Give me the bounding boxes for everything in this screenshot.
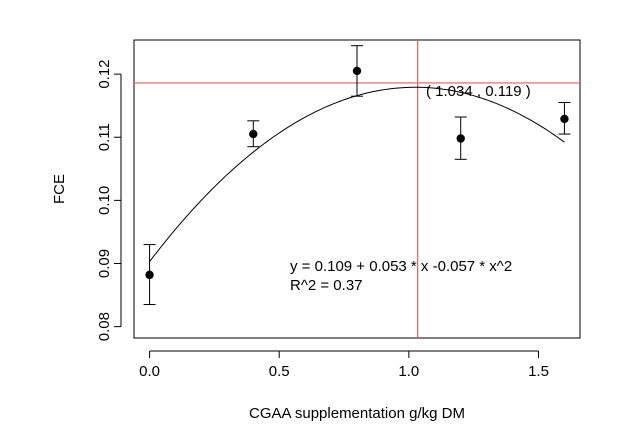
data-point: [145, 270, 154, 280]
plot-frame: [133, 39, 581, 339]
y-tick-label: 0.10: [96, 186, 113, 215]
equation-annotation: y = 0.109 + 0.053 * x -0.057 * x^2: [290, 258, 512, 275]
x-axis-title: CGAA supplementation g/kg DM: [249, 405, 465, 422]
x-tick-label: 1.0: [398, 363, 419, 380]
x-tick-label: 0.5: [269, 363, 290, 380]
fit-curve: [149, 86, 565, 262]
point-annotation: ( 1.034 , 0.119 ): [426, 83, 531, 100]
y-tick-label: 0.09: [96, 249, 113, 278]
data-point: [249, 129, 258, 139]
data-point: [560, 114, 569, 124]
y-axis-title: FCE: [51, 174, 68, 204]
y-tick-label: 0.12: [96, 59, 113, 88]
y-tick-label: 0.11: [96, 123, 113, 151]
y-tick-label: 0.08: [96, 312, 113, 341]
x-tick-label: 0.0: [139, 363, 160, 380]
data-point: [352, 66, 362, 76]
data-point: [456, 134, 465, 143]
data-points-group: [143, 45, 571, 306]
r-squared-annotation: R^2 = 0.37: [290, 277, 363, 294]
y-axis: 0.08 0.09 0.10 0.11 0.12: [96, 59, 122, 341]
fit-curve-group: [149, 86, 565, 262]
x-tick-label: 1.5: [528, 363, 549, 380]
x-axis: 0.0 0.5 1.0 1.5: [139, 350, 549, 380]
